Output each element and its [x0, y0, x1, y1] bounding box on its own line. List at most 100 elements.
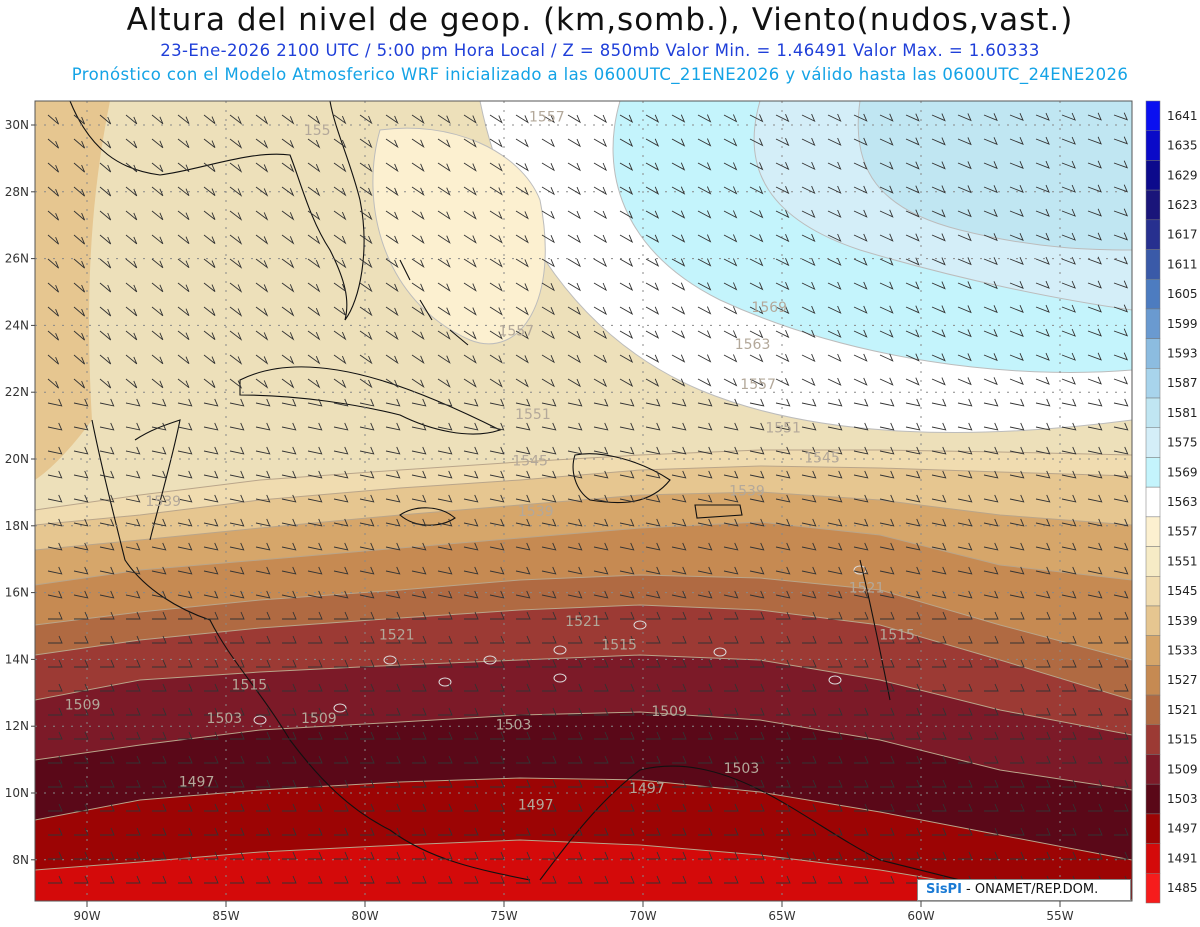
wind-barb — [204, 779, 219, 788]
wind-barb — [827, 518, 843, 527]
wind-barb — [905, 470, 921, 479]
wind-barb — [308, 779, 323, 788]
wind-barb — [229, 306, 243, 317]
wind-barb — [775, 542, 791, 551]
wind-barb — [333, 542, 349, 551]
wind-barb — [672, 683, 687, 692]
wind-barb — [203, 138, 216, 148]
wind-barb — [151, 306, 164, 317]
wind-barb — [411, 446, 427, 455]
wind-barb — [906, 851, 921, 860]
wind-barb — [645, 446, 661, 455]
coastlines — [69, 101, 1001, 891]
wind-barb — [1087, 112, 1102, 121]
wind-barb — [906, 803, 921, 812]
wind-barb — [594, 779, 609, 788]
wind-barb — [672, 779, 687, 788]
wind-barb — [151, 162, 164, 173]
wind-barb — [801, 281, 816, 291]
wind-barb — [307, 494, 323, 503]
wind-barb — [307, 138, 321, 149]
wind-barb — [541, 470, 557, 479]
wind-barb — [853, 257, 868, 266]
legend-label: 1587 — [1167, 376, 1198, 390]
contour-label: 155 — [304, 123, 331, 139]
wind-barb — [255, 306, 269, 317]
wind-barb — [151, 330, 164, 341]
wind-barb — [932, 731, 947, 740]
contour-label: 1497 — [518, 798, 554, 814]
wind-barb — [281, 162, 295, 173]
wind-barb — [385, 494, 401, 503]
legend-swatch — [1145, 843, 1161, 874]
wind-barb — [490, 683, 505, 692]
wind-barb — [827, 233, 842, 242]
wind-barb — [99, 210, 112, 221]
wind-barb — [828, 755, 843, 764]
wind-barb — [359, 446, 375, 455]
wind-barb — [1113, 566, 1129, 575]
wind-barb — [177, 258, 190, 269]
wind-barb — [567, 590, 583, 599]
wind-barb — [437, 378, 451, 388]
wind-barb — [541, 186, 555, 196]
wind-barb — [99, 354, 112, 365]
wind-barb — [775, 494, 791, 503]
contour-label: 1551 — [765, 420, 801, 436]
legend-swatch — [1145, 368, 1161, 399]
wind-barb — [229, 398, 245, 407]
wind-barb — [99, 234, 112, 245]
wind-barb — [203, 258, 216, 268]
wind-barb — [827, 281, 842, 290]
wind-barb — [386, 731, 401, 740]
wind-barb — [957, 590, 973, 599]
wind-barb — [463, 398, 479, 407]
wind-barb — [437, 590, 453, 599]
wind-barb — [307, 518, 323, 527]
wind-barb — [1009, 281, 1024, 290]
wind-barb — [125, 354, 138, 365]
wind-barb — [385, 422, 401, 431]
zone-1581 — [857, 101, 1132, 251]
contour-label: 1569 — [751, 300, 787, 316]
wind-barb — [1061, 256, 1076, 265]
wind-barb — [619, 566, 635, 575]
lat-label: 16N — [5, 586, 29, 600]
wind-barb — [177, 542, 193, 551]
wind-barb — [489, 378, 503, 388]
wind-barb — [776, 779, 791, 788]
wind-barb — [281, 330, 295, 341]
wind-barb — [593, 494, 609, 503]
cuba — [239, 366, 502, 435]
lat-label: 22N — [5, 385, 29, 399]
wind-barb — [620, 731, 635, 740]
wind-barb — [698, 611, 713, 620]
wind-barb — [932, 659, 947, 668]
wind-barb — [698, 635, 713, 644]
wind-barb — [334, 803, 349, 812]
wind-barb — [203, 542, 219, 551]
contour-label: 1557 — [740, 377, 776, 393]
wind-barb — [801, 353, 816, 363]
wind-barb — [646, 827, 661, 836]
wind-barb — [255, 378, 269, 389]
wind-barb — [698, 683, 713, 692]
wind-barb — [1062, 635, 1077, 644]
wind-barb — [1088, 803, 1103, 812]
wind-barb — [47, 162, 60, 173]
wind-barb — [229, 422, 245, 431]
wind-barb — [619, 422, 635, 431]
wind-barb — [593, 518, 609, 527]
wind-barb — [1035, 232, 1050, 241]
wind-barb — [255, 542, 271, 551]
wind-barb — [204, 611, 219, 620]
wind-barb — [74, 755, 89, 764]
wind-barb — [568, 611, 583, 620]
wind-barb — [957, 257, 972, 266]
wind-barb — [73, 282, 86, 293]
wind-barb — [620, 611, 635, 620]
central-america-coast — [91, 419, 531, 881]
wind-barb — [1087, 280, 1102, 289]
wind-barb — [1010, 731, 1025, 740]
wind-barb — [412, 755, 427, 764]
